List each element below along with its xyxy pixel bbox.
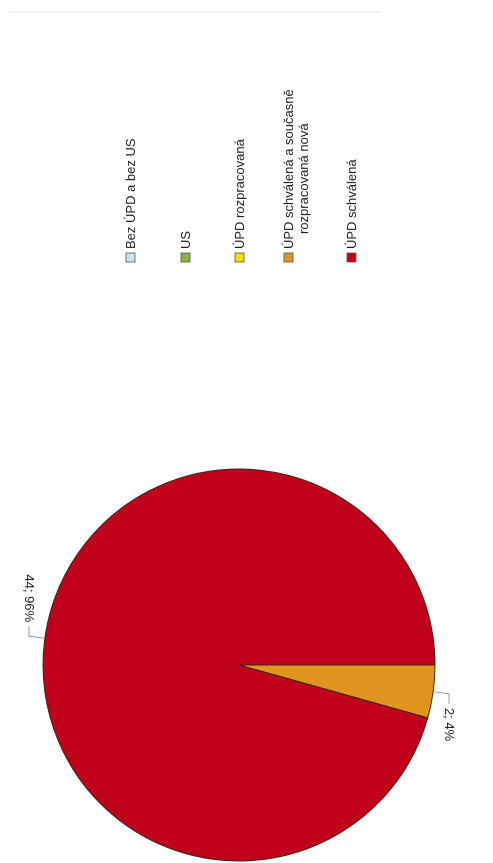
legend-swatch-4: [346, 252, 357, 263]
legend-swatch-1: [180, 252, 191, 263]
rotated-chart-group: 2; 4% 44; 96% Bez ÚPD a bez US US ÚPD rozpr…: [10, 11, 457, 862]
legend-label-1: US: [178, 231, 193, 249]
legend-label-4: ÚPD schválená: [344, 159, 359, 249]
leader-line-4: [28, 626, 45, 639]
pie-slice-4: [42, 468, 436, 862]
pie-group: [42, 468, 436, 862]
data-label-3: 2; 4%: [442, 708, 457, 742]
leader-line-3: [433, 691, 450, 704]
legend-label-2: ÚPD rozpracovaná: [232, 138, 247, 249]
legend: Bez ÚPD a bez US US ÚPD rozpracovaná ÚPD sc…: [10, 11, 383, 263]
legend-swatch-3: [283, 252, 294, 263]
legend-entries: Bez ÚPD a bez US US ÚPD rozpracovaná ÚPD sc…: [123, 89, 359, 263]
legend-label-0: Bez ÚPD a bez US: [123, 138, 138, 249]
legend-label-3-line-1: rozpracovaná nová: [296, 123, 311, 234]
legend-swatch-0: [125, 252, 136, 263]
data-label-4: 44; 96%: [22, 574, 37, 622]
legend-label-3-line-0: ÚPD schválená a současně: [281, 89, 296, 249]
legend-swatch-2: [234, 252, 245, 263]
data-label-group: 2; 4% 44; 96%: [22, 574, 457, 741]
